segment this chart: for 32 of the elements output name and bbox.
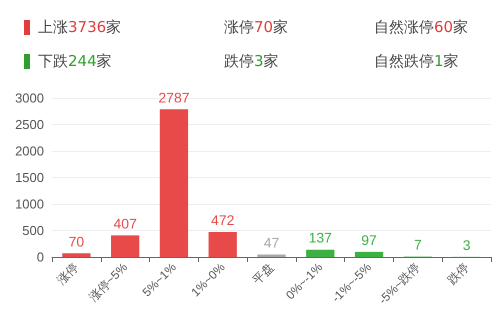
x-tick-label: 平盘 (250, 260, 276, 287)
data-label: 407 (113, 215, 138, 232)
data-label: 3 (462, 236, 471, 253)
y-tick-label: 1500 (15, 170, 44, 185)
bar (62, 253, 91, 257)
data-label: 70 (68, 233, 84, 250)
x-tick-label: 跌停 (444, 260, 472, 287)
data-label: 2787 (158, 89, 190, 106)
y-tick-label: 500 (22, 223, 44, 238)
text: 自然涨停60家 (374, 18, 468, 36)
text: 下跌244家 (38, 52, 112, 70)
x-tick-label: 涨停 (54, 260, 82, 287)
y-tick-label: 0 (36, 250, 44, 264)
bar (208, 232, 237, 257)
x-tick-label: 涨停~5% (86, 260, 130, 304)
data-label: 7 (414, 236, 422, 253)
data-label: 137 (308, 230, 332, 246)
text: 自然跌停1家 (374, 52, 459, 70)
bar (111, 235, 140, 257)
text: 上涨3736家 (38, 18, 122, 36)
text: 跌停3家 (224, 52, 279, 70)
text: 涨停70家 (224, 18, 288, 36)
data-label: 47 (264, 234, 280, 251)
data-label: 97 (361, 232, 378, 248)
y-tick-label: 2500 (15, 117, 44, 132)
bar (354, 252, 384, 257)
y-tick-label: 2000 (15, 144, 44, 158)
data-label: 472 (211, 212, 235, 228)
bar (160, 109, 188, 257)
bar (306, 250, 334, 257)
y-tick-label: 1000 (15, 196, 44, 212)
y-tick-label: 3000 (15, 90, 44, 106)
